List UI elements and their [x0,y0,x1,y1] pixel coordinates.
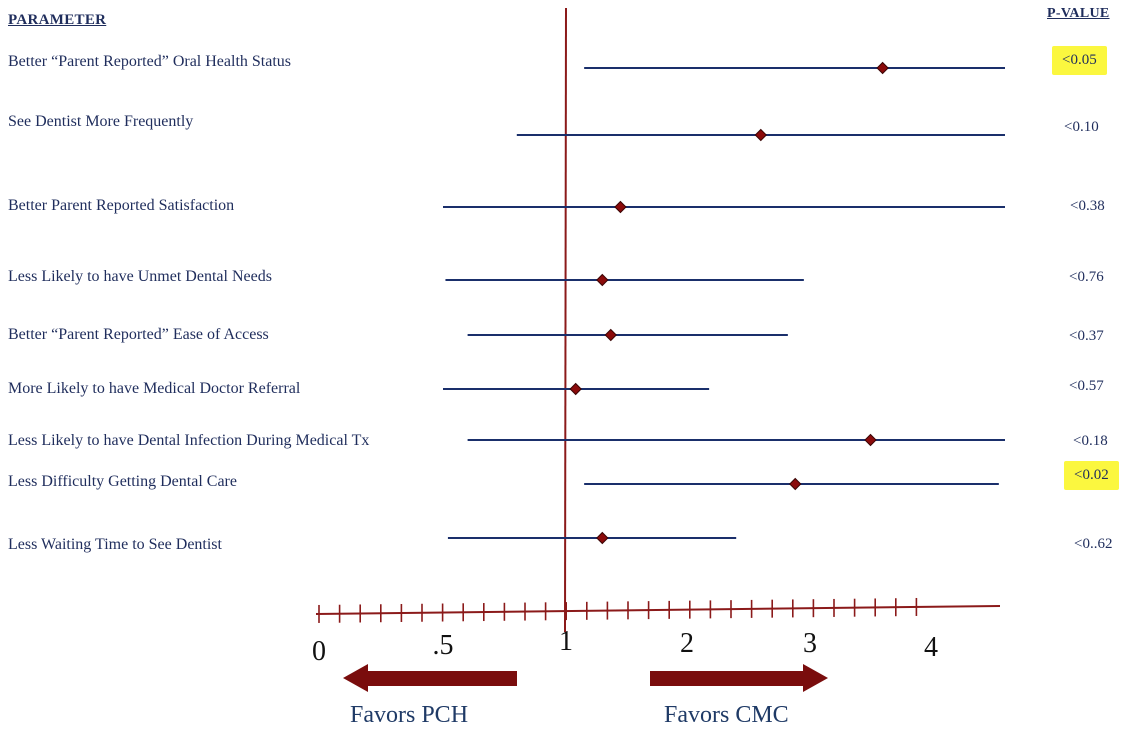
p-value-label: <0.37 [1069,328,1104,344]
parameter-label: Less Likely to have Unmet Dental Needs [8,268,272,285]
x-tick-label: 3 [803,628,817,659]
estimate-marker [876,61,889,75]
p-value-label: <0.76 [1069,269,1104,285]
p-value-label: <0.10 [1064,119,1099,135]
parameter-label: Less Difficulty Getting Dental Care [8,473,237,490]
p-value-label: <0.02 [1064,461,1119,490]
estimate-marker [614,200,627,214]
parameter-label: See Dentist More Frequently [8,113,194,130]
p-value-label: <0.05 [1052,46,1107,75]
reference-line [564,7,567,633]
x-tick-label: 0 [312,636,326,667]
p-value-label: <0.18 [1073,433,1108,449]
parameter-label: Better “Parent Reported” Oral Health Sta… [8,53,292,70]
estimate-marker [569,382,582,396]
x-tick-label: 1 [559,626,573,657]
x-axis-line [315,605,1001,615]
parameter-label: More Likely to have Medical Doctor Refer… [8,380,301,397]
x-tick-label: .5 [433,630,454,661]
x-tick-label: 2 [680,628,694,659]
parameter-label: Less Likely to have Dental Infection Dur… [8,432,370,449]
parameter-label: Better Parent Reported Satisfaction [8,197,235,214]
estimate-marker [754,128,768,142]
estimate-marker [604,328,617,342]
x-tick-label: 4 [924,632,938,663]
estimate-marker [596,531,609,545]
p-value-header: P-VALUE [1047,6,1110,21]
parameter-header: PARAMETER [8,12,107,28]
favors-left-label: Favors PCH [350,702,469,728]
estimate-marker [596,273,609,287]
estimate-marker [789,477,802,491]
p-value-label: <0..62 [1074,536,1113,552]
favors-pch-arrow [343,664,517,692]
p-value-label: <0.57 [1069,378,1104,394]
estimate-marker [864,433,877,447]
parameter-label: Less Waiting Time to See Dentist [8,536,222,553]
p-value-label: <0.38 [1070,198,1105,214]
favors-cmc-arrow [650,664,828,692]
parameter-label: Better “Parent Reported” Ease of Access [8,326,269,343]
favors-right-label: Favors CMC [664,702,789,728]
